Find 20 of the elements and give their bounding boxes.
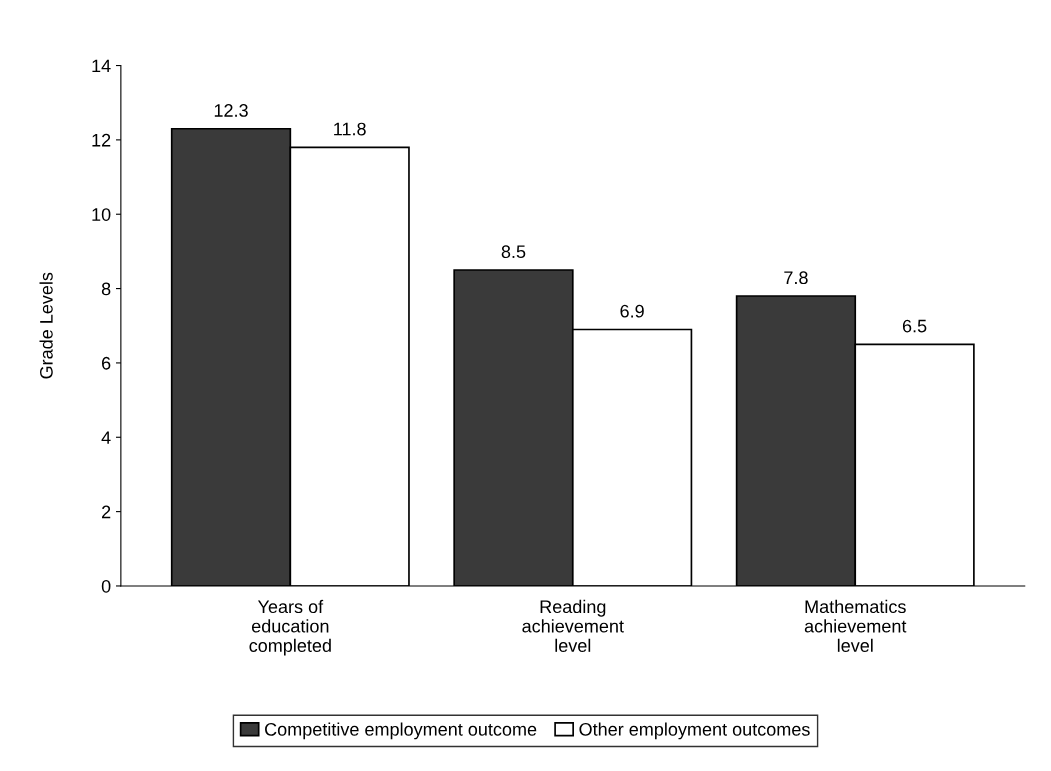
x-tick-label: Mathematics achievement level	[804, 599, 907, 653]
data-label: 6.9	[620, 304, 644, 318]
legend-label: Competitive employment outcome	[265, 722, 537, 740]
data-label: 6.5	[902, 319, 927, 333]
y-tick-label: 8	[101, 282, 111, 296]
y-tick-label: 10	[92, 208, 111, 221]
y-tick-label: 14	[92, 59, 111, 73]
y-tick-label: 4	[101, 431, 111, 444]
y-tick-label: 12	[92, 133, 111, 147]
y-tick-label: 0	[101, 579, 111, 593]
legend-label: Other employment outcomes	[579, 722, 810, 740]
data-label: 11.8	[334, 122, 366, 136]
x-tick-label: Reading achievement level	[522, 599, 624, 653]
y-tick-label: 6	[102, 356, 111, 370]
data-label: 7.8	[784, 271, 808, 285]
data-label: 12.3	[214, 104, 248, 117]
y-axis-title: Grade Levels	[39, 272, 53, 379]
data-label: 8.5	[501, 245, 526, 259]
y-tick-label: 2	[102, 505, 111, 519]
x-tick-label: Years of education completed	[249, 599, 331, 656]
